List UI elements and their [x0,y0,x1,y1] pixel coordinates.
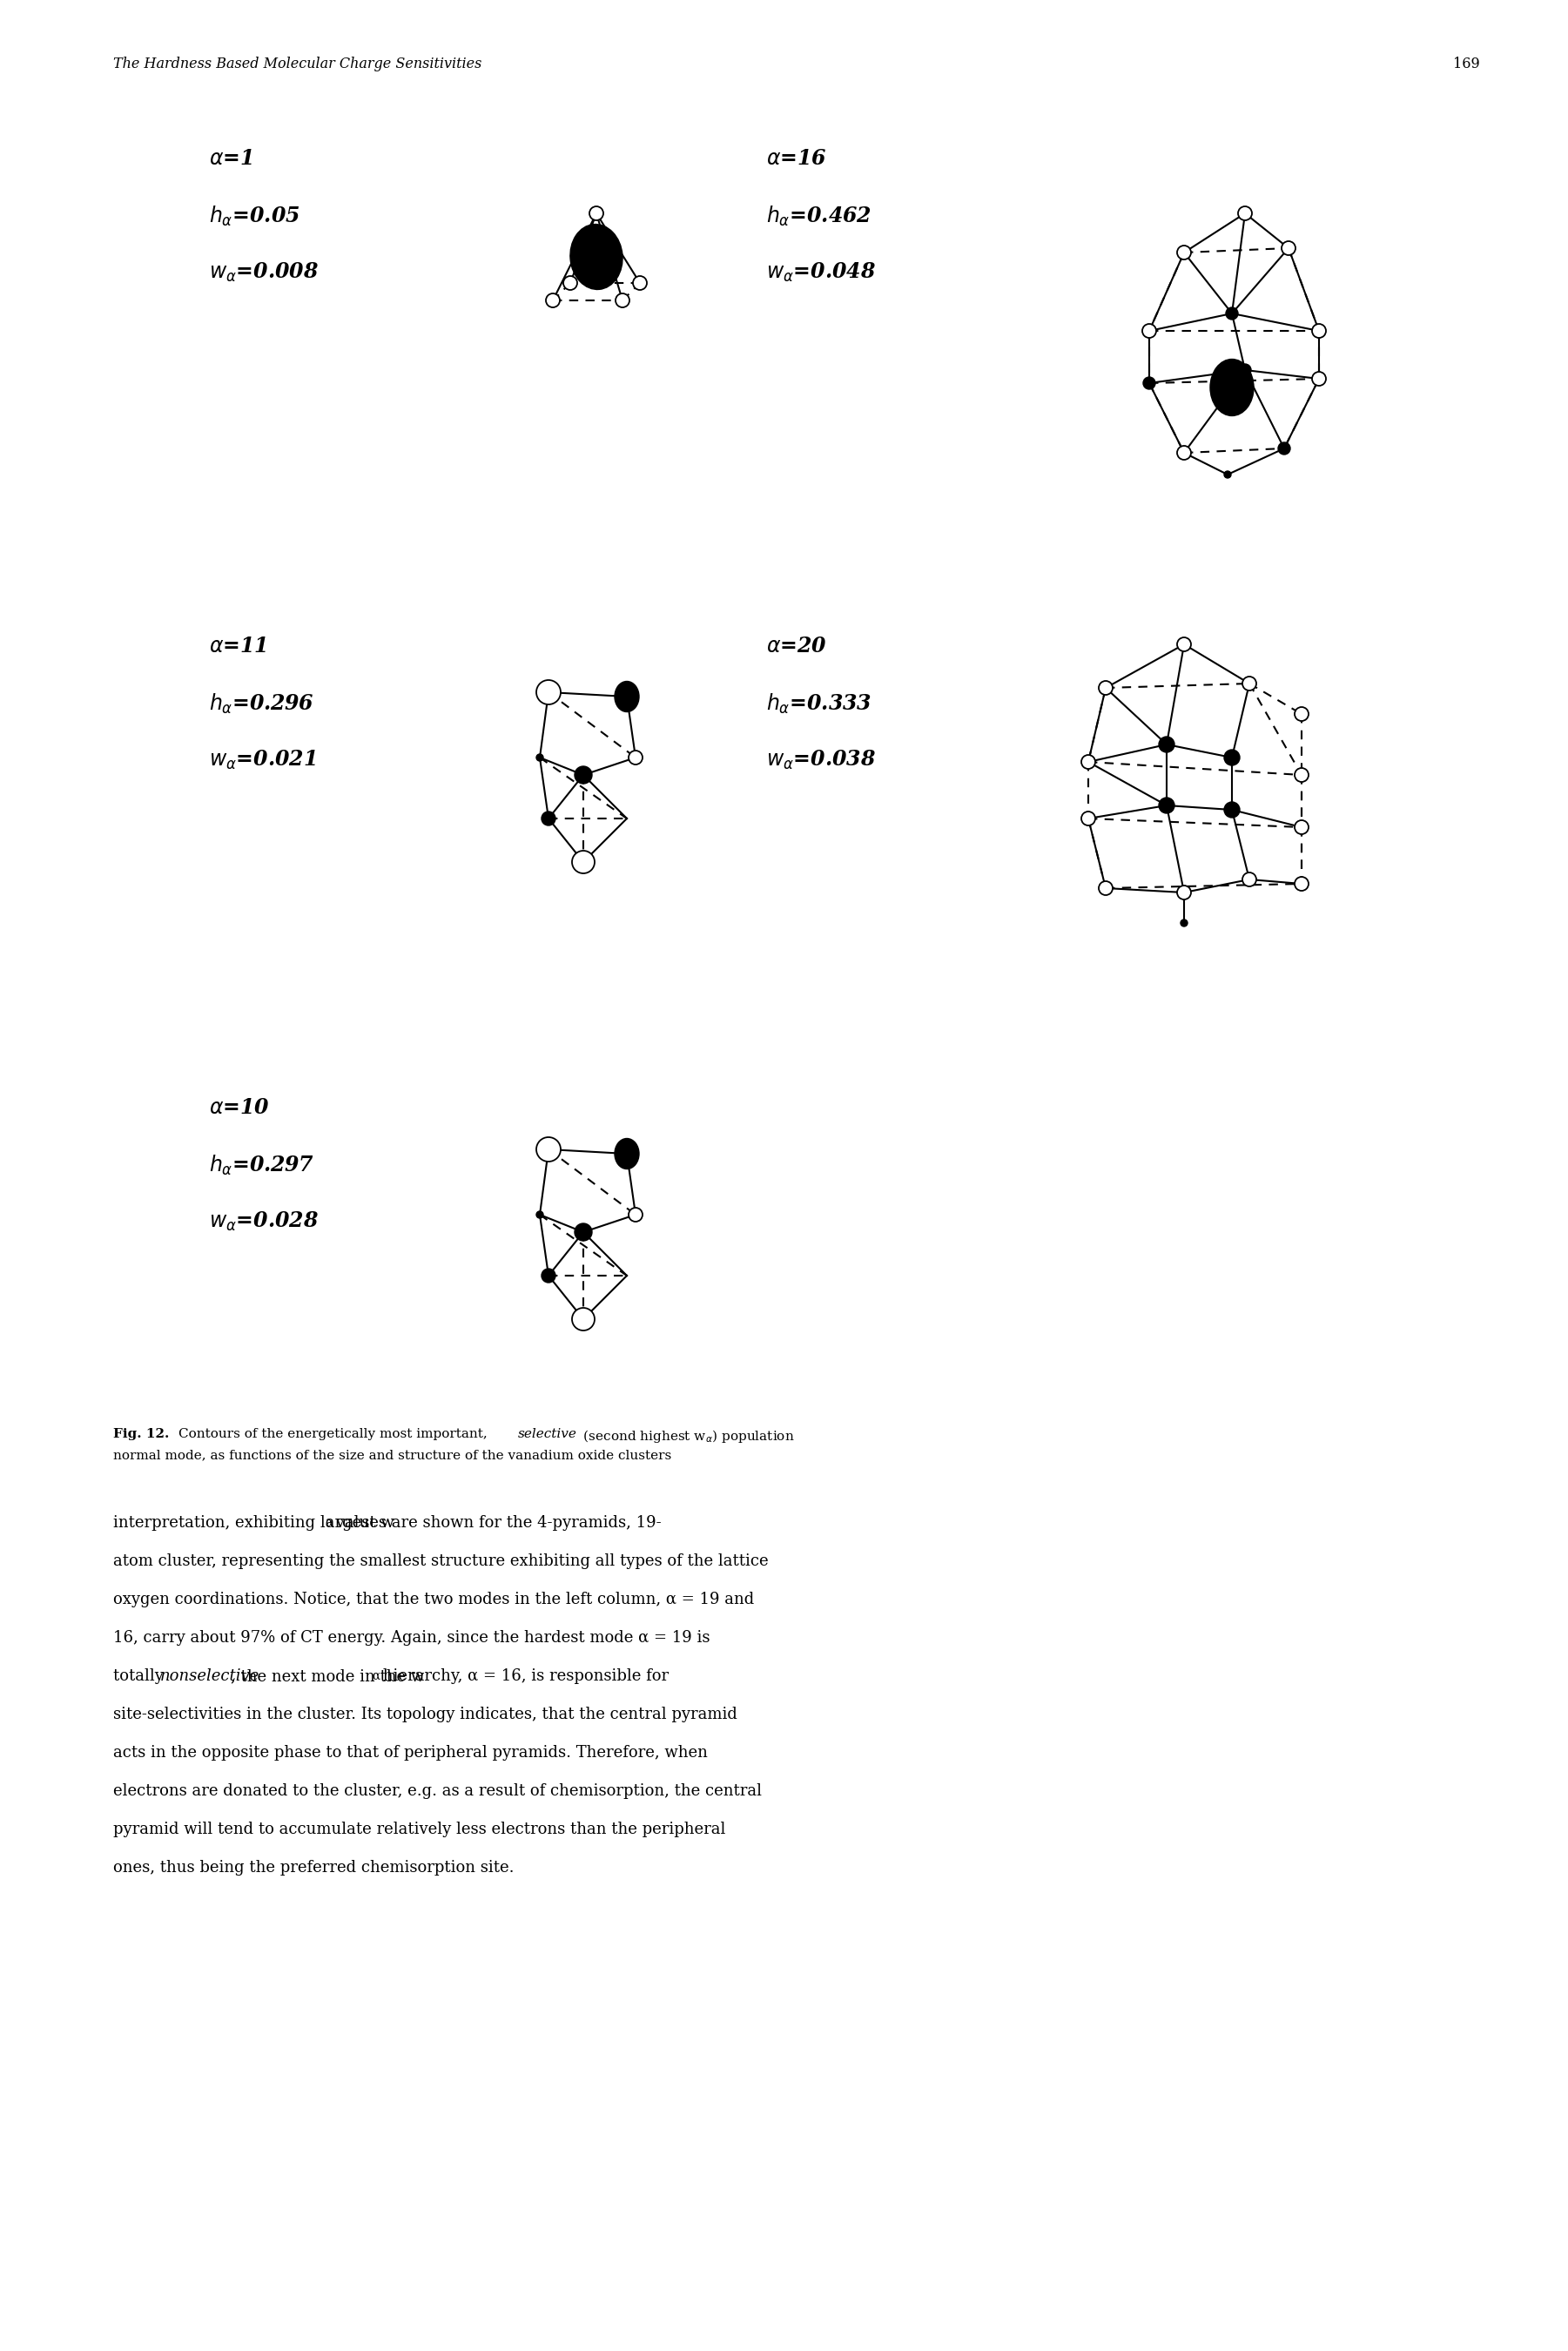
Circle shape [1226,308,1239,320]
Circle shape [1242,677,1256,691]
Circle shape [1281,242,1295,256]
Text: $\alpha$=10: $\alpha$=10 [209,1098,270,1119]
Text: $\alpha$=1: $\alpha$=1 [209,148,252,169]
Circle shape [633,275,648,289]
Circle shape [546,294,560,308]
Text: totally: totally [113,1669,169,1683]
Text: electrons are donated to the cluster, e.g. as a result of chemisorption, the cen: electrons are donated to the cluster, e.… [113,1784,762,1799]
Text: 169: 169 [1454,56,1480,71]
Text: $w_\alpha$=0.048: $w_\alpha$=0.048 [767,261,877,284]
Circle shape [1143,376,1156,390]
Text: The Hardness Based Molecular Charge Sensitivities: The Hardness Based Molecular Charge Sens… [113,56,481,71]
Circle shape [1239,207,1251,221]
Circle shape [536,1138,561,1161]
Text: α: α [325,1516,332,1528]
Circle shape [1099,882,1113,896]
Circle shape [1295,877,1309,891]
Circle shape [1159,797,1174,813]
Circle shape [572,1307,594,1331]
Circle shape [1239,364,1251,376]
Circle shape [1142,324,1156,339]
Text: $\alpha$=11: $\alpha$=11 [209,635,267,656]
Text: Fig. 12.: Fig. 12. [113,1427,169,1441]
Text: α: α [372,1669,379,1683]
Circle shape [1159,736,1174,752]
Circle shape [1181,919,1187,926]
Circle shape [1082,811,1096,825]
Text: $w_\alpha$=0.038: $w_\alpha$=0.038 [767,750,877,771]
Ellipse shape [571,223,622,289]
Circle shape [1178,886,1192,900]
Circle shape [574,1223,593,1241]
Circle shape [1278,442,1290,454]
Circle shape [541,1270,555,1284]
Circle shape [590,207,604,221]
Circle shape [1099,682,1113,696]
Circle shape [1295,708,1309,722]
Text: acts in the opposite phase to that of peripheral pyramids. Therefore, when: acts in the opposite phase to that of pe… [113,1744,707,1761]
Text: oxygen coordinations. Notice, that the two modes in the left column, α = 19 and: oxygen coordinations. Notice, that the t… [113,1592,754,1608]
Circle shape [536,755,543,762]
Text: $w_\alpha$=0.008: $w_\alpha$=0.008 [209,261,318,284]
Circle shape [1312,371,1327,386]
Ellipse shape [615,1138,640,1168]
Circle shape [536,679,561,705]
Text: $\alpha$=16: $\alpha$=16 [767,148,826,169]
Text: normal mode, as functions of the size and structure of the vanadium oxide cluste: normal mode, as functions of the size an… [113,1448,671,1460]
Text: nonselective: nonselective [160,1669,260,1683]
Text: $h_\alpha$=0.297: $h_\alpha$=0.297 [209,1154,314,1178]
Circle shape [1225,750,1240,766]
Circle shape [1225,470,1231,477]
Circle shape [1312,324,1327,339]
Circle shape [1242,872,1256,886]
Text: pyramid will tend to accumulate relatively less electrons than the peripheral: pyramid will tend to accumulate relative… [113,1822,726,1836]
Circle shape [1225,802,1240,818]
Circle shape [616,294,629,308]
Circle shape [1178,637,1192,651]
Circle shape [574,766,593,783]
Circle shape [572,851,594,872]
Text: ones, thus being the preferred chemisorption site.: ones, thus being the preferred chemisorp… [113,1860,514,1876]
Text: $h_\alpha$=0.462: $h_\alpha$=0.462 [767,205,872,228]
Text: $w_\alpha$=0.028: $w_\alpha$=0.028 [209,1211,318,1234]
Text: $\alpha$=20: $\alpha$=20 [767,635,826,656]
Text: $w_\alpha$=0.021: $w_\alpha$=0.021 [209,750,317,771]
Text: $h_\alpha$=0.05: $h_\alpha$=0.05 [209,205,299,228]
Text: hierarchy, α = 16, is responsible for: hierarchy, α = 16, is responsible for [378,1669,670,1683]
Text: selective: selective [517,1427,577,1441]
Circle shape [1178,447,1192,461]
Circle shape [541,811,555,825]
Circle shape [536,1211,543,1218]
Text: (second highest w$_\alpha$) population: (second highest w$_\alpha$) population [579,1427,795,1444]
Text: $h_\alpha$=0.333: $h_\alpha$=0.333 [767,691,872,717]
Circle shape [1178,245,1192,259]
Circle shape [629,1208,643,1223]
Circle shape [1082,755,1096,769]
Circle shape [1295,769,1309,783]
Circle shape [629,750,643,764]
Text: $h_\alpha$=0.296: $h_\alpha$=0.296 [209,691,314,717]
Circle shape [1295,820,1309,835]
Text: atom cluster, representing the smallest structure exhibiting all types of the la: atom cluster, representing the smallest … [113,1554,768,1568]
Ellipse shape [1210,360,1254,416]
Ellipse shape [615,682,640,712]
Circle shape [563,275,577,289]
Text: , the next mode in the w: , the next mode in the w [230,1669,425,1683]
Text: values are shown for the 4-pyramids, 19-: values are shown for the 4-pyramids, 19- [331,1514,662,1531]
Text: interpretation, exhibiting largest w: interpretation, exhibiting largest w [113,1514,394,1531]
Text: 16, carry about 97% of CT energy. Again, since the hardest mode α = 19 is: 16, carry about 97% of CT energy. Again,… [113,1629,710,1646]
Text: Contours of the energetically most important,: Contours of the energetically most impor… [179,1427,492,1441]
Text: site-selectivities in the cluster. Its topology indicates, that the central pyra: site-selectivities in the cluster. Its t… [113,1707,737,1723]
